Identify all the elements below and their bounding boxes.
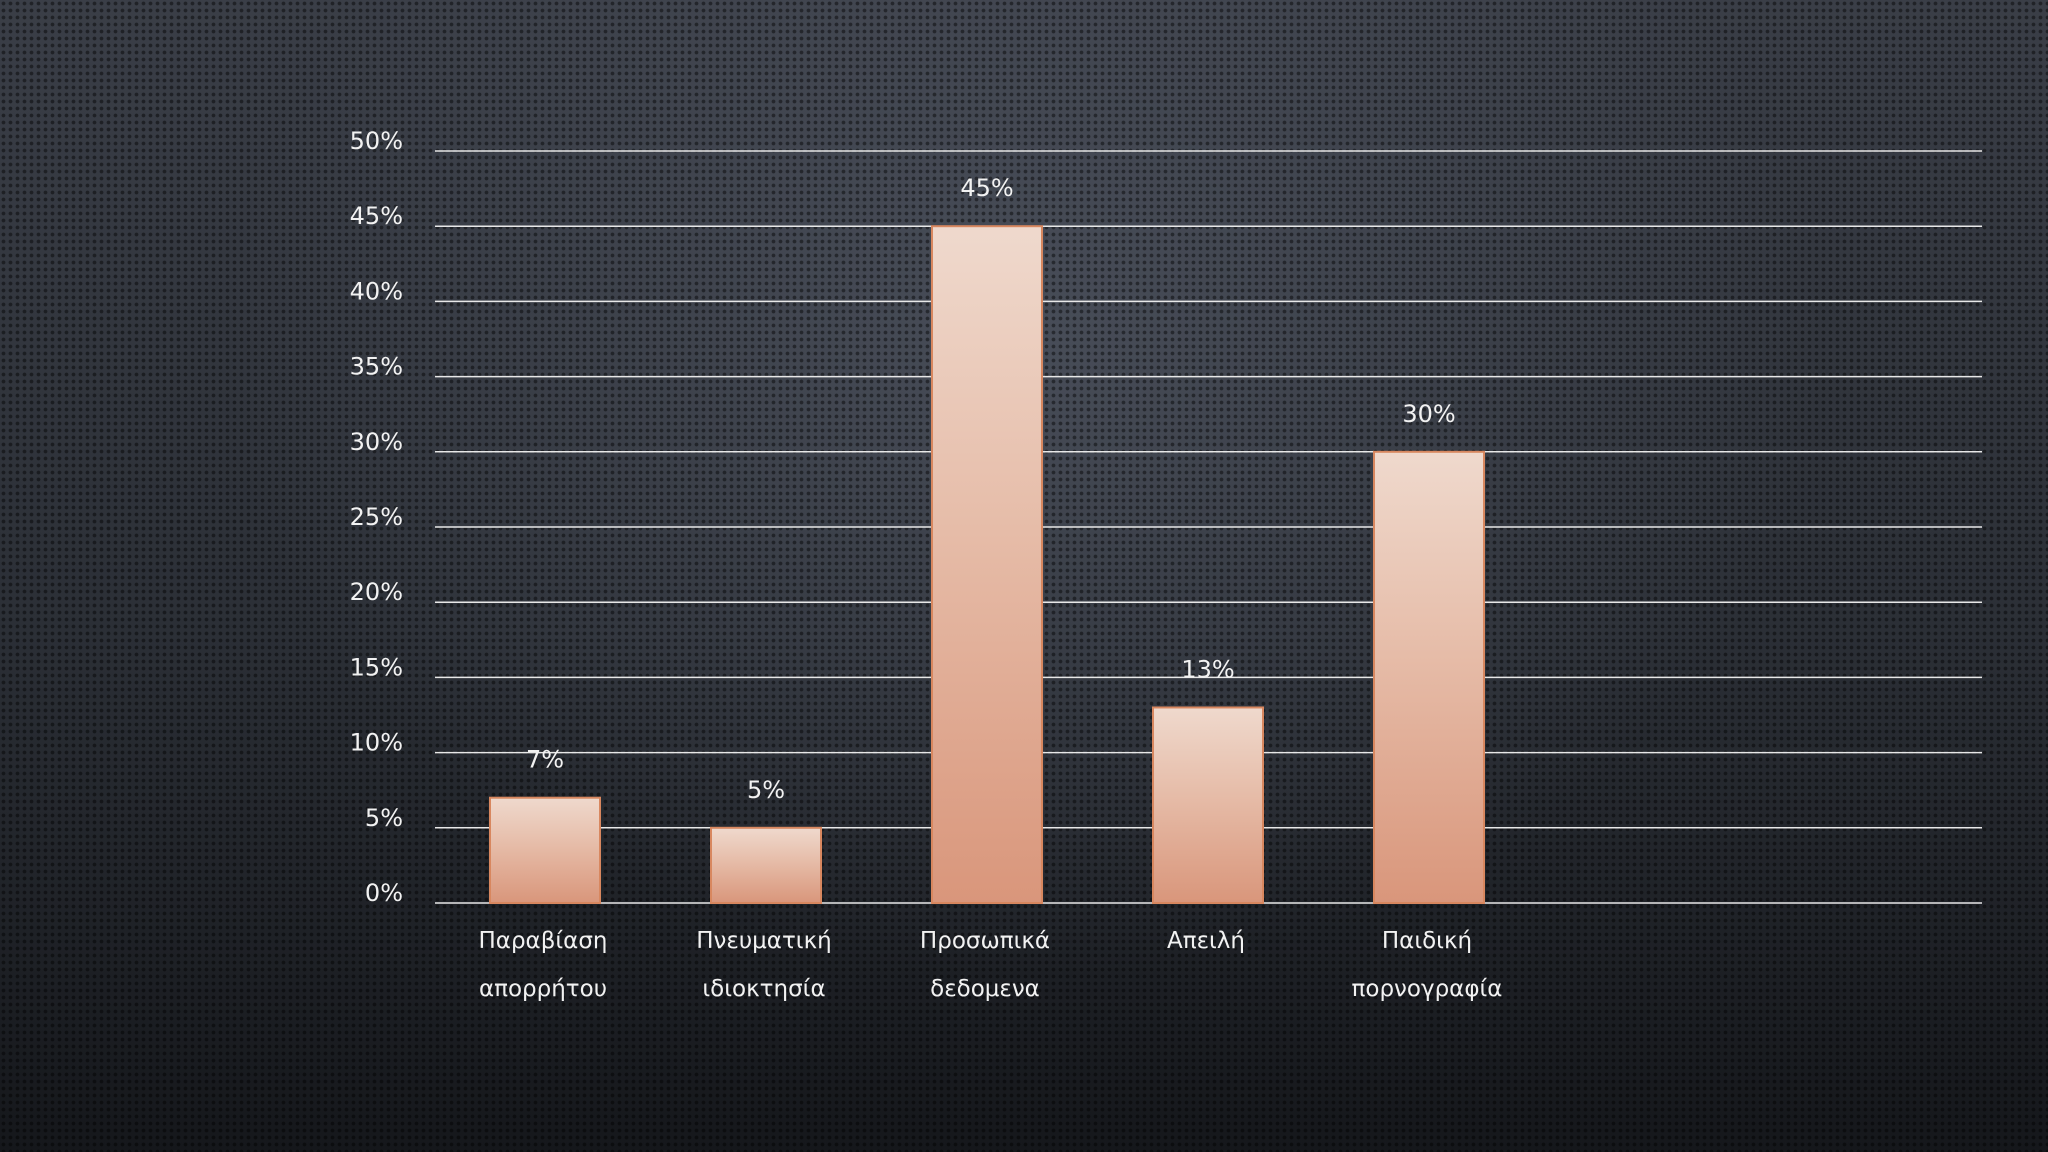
- y-tick-label: 20%: [350, 578, 403, 606]
- data-label: 13%: [1181, 655, 1234, 683]
- data-label: 30%: [1402, 400, 1455, 428]
- bar: [1373, 450, 1485, 904]
- bar: [1152, 706, 1264, 904]
- bars: [489, 225, 1485, 904]
- y-tick-label: 5%: [365, 804, 403, 832]
- category-label: Απειλή: [1167, 928, 1245, 954]
- bar: [931, 225, 1043, 904]
- y-tick-label: 15%: [350, 653, 403, 681]
- category-label: Πνευματική: [696, 928, 831, 954]
- y-tick-label: 30%: [350, 428, 403, 456]
- data-labels: 7% 5% 45% 13% 30%: [526, 174, 1456, 804]
- category-label: Προσωπικά: [920, 928, 1050, 954]
- y-tick-label: 25%: [350, 503, 403, 531]
- y-tick-label: 40%: [350, 277, 403, 305]
- y-tick-label: 35%: [350, 353, 403, 381]
- data-label: 5%: [747, 776, 785, 804]
- category-label: Παραβίαση: [479, 928, 608, 954]
- y-tick-label: 10%: [350, 729, 403, 757]
- y-tick-label: 45%: [350, 202, 403, 230]
- category-label: ιδιοκτησία: [702, 976, 825, 1002]
- category-label: δεδομενα: [930, 976, 1040, 1002]
- bar: [489, 796, 601, 904]
- category-label: πορνογραφία: [1352, 976, 1503, 1002]
- y-axis-tick-labels: 0% 5% 10% 15% 20% 25% 30% 35% 40% 45% 50%: [350, 127, 403, 907]
- bar: [710, 826, 822, 904]
- y-tick-label: 0%: [365, 879, 403, 907]
- data-label: 45%: [960, 174, 1013, 202]
- category-label: Παιδική: [1382, 928, 1472, 954]
- y-tick-label: 50%: [350, 127, 403, 155]
- data-label: 7%: [526, 746, 564, 774]
- category-label: απορρήτου: [479, 976, 607, 1002]
- x-axis-category-labels: Παραβίαση απορρήτου Πνευματική ιδιοκτησία Πρ…: [479, 928, 1503, 1002]
